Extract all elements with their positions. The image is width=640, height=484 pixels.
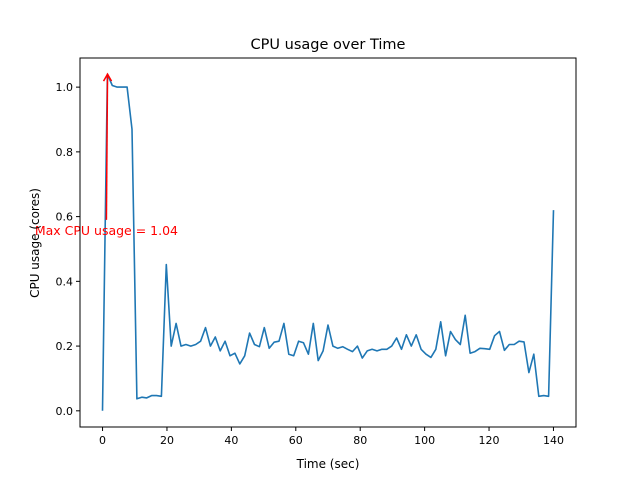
annotation-arrow — [105, 74, 109, 220]
y-tick-label: 0.0 — [56, 405, 74, 418]
x-tick-label: 140 — [543, 434, 564, 447]
y-axis-label: CPU usage (cores) — [28, 188, 42, 298]
chart-title: CPU usage over Time — [251, 37, 406, 53]
x-tick-label: 40 — [224, 434, 238, 447]
annotation-arrowhead — [102, 72, 113, 82]
x-tick-label: 20 — [160, 434, 174, 447]
x-tick-label: 0 — [99, 434, 106, 447]
x-tick-label: 60 — [289, 434, 303, 447]
y-tick-label: 0.4 — [56, 275, 74, 288]
x-tick-label: 100 — [414, 434, 435, 447]
annotation-label: Max CPU usage = 1.04 — [35, 223, 178, 238]
x-tick-label: 80 — [353, 434, 367, 447]
axes-frame — [79, 57, 577, 428]
y-tick-label: 0.2 — [56, 340, 74, 353]
y-tick-label: 0.6 — [56, 211, 74, 224]
x-tick-label: 120 — [479, 434, 500, 447]
y-tick-label: 0.8 — [56, 146, 74, 159]
series-line-cpu-usage — [101, 73, 555, 411]
x-axis-label: Time (sec) — [296, 457, 360, 471]
y-tick-label: 1.0 — [56, 81, 74, 94]
